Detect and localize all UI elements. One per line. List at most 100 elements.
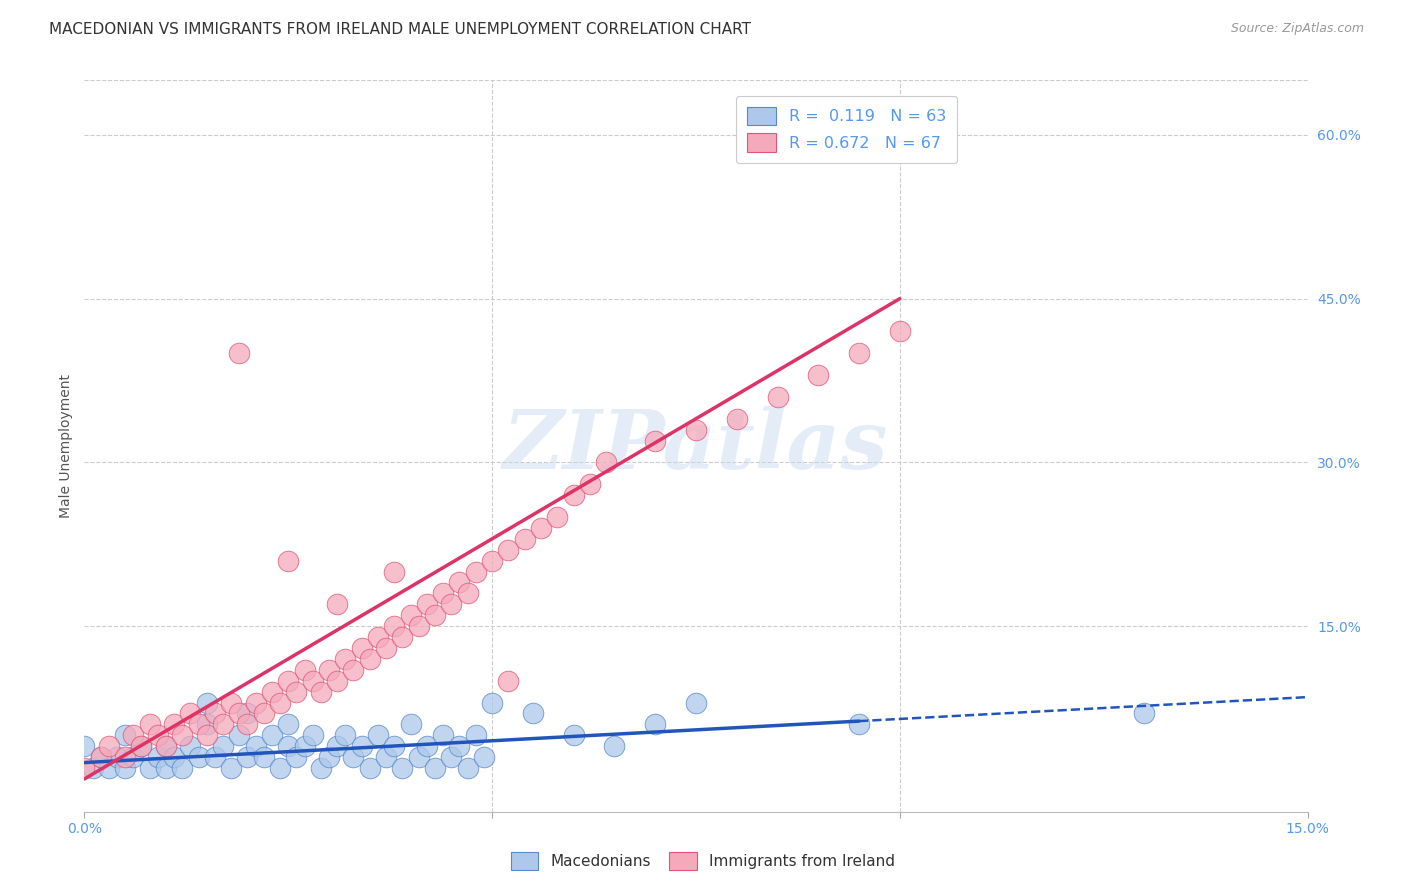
Point xyxy=(391,630,413,644)
Point xyxy=(114,750,136,764)
Point xyxy=(546,510,568,524)
Point xyxy=(457,761,479,775)
Point xyxy=(359,652,381,666)
Point xyxy=(382,739,405,754)
Point xyxy=(391,761,413,775)
Point xyxy=(260,684,283,698)
Legend: Macedonians, Immigrants from Ireland: Macedonians, Immigrants from Ireland xyxy=(503,845,903,877)
Point xyxy=(187,750,209,764)
Point xyxy=(105,750,128,764)
Point xyxy=(73,739,96,754)
Point xyxy=(228,728,250,742)
Point xyxy=(350,640,373,655)
Point xyxy=(114,728,136,742)
Point xyxy=(212,739,235,754)
Point xyxy=(464,565,486,579)
Point xyxy=(530,521,553,535)
Point xyxy=(432,728,454,742)
Point xyxy=(309,684,332,698)
Point xyxy=(603,739,626,754)
Point xyxy=(595,455,617,469)
Point xyxy=(236,717,259,731)
Point xyxy=(236,706,259,721)
Point xyxy=(472,750,495,764)
Point xyxy=(416,597,439,611)
Text: MACEDONIAN VS IMMIGRANTS FROM IRELAND MALE UNEMPLOYMENT CORRELATION CHART: MACEDONIAN VS IMMIGRANTS FROM IRELAND MA… xyxy=(49,22,751,37)
Point xyxy=(513,532,536,546)
Point xyxy=(155,761,177,775)
Point xyxy=(277,717,299,731)
Point xyxy=(301,673,323,688)
Point xyxy=(219,761,242,775)
Point xyxy=(285,684,308,698)
Point xyxy=(277,673,299,688)
Point xyxy=(423,608,446,623)
Point xyxy=(481,696,503,710)
Point xyxy=(481,554,503,568)
Point xyxy=(342,750,364,764)
Point xyxy=(138,717,160,731)
Point xyxy=(848,717,870,731)
Point xyxy=(408,619,430,633)
Point xyxy=(131,739,153,754)
Point xyxy=(440,750,463,764)
Point xyxy=(449,739,471,754)
Point xyxy=(457,586,479,600)
Point xyxy=(326,597,349,611)
Point xyxy=(269,696,291,710)
Point xyxy=(685,423,707,437)
Point xyxy=(326,673,349,688)
Point xyxy=(423,761,446,775)
Point xyxy=(367,728,389,742)
Point xyxy=(399,608,422,623)
Point xyxy=(219,696,242,710)
Point xyxy=(432,586,454,600)
Point xyxy=(122,750,145,764)
Point xyxy=(522,706,544,721)
Point xyxy=(644,717,666,731)
Point xyxy=(375,750,398,764)
Point xyxy=(97,761,120,775)
Point xyxy=(562,488,585,502)
Point xyxy=(342,663,364,677)
Point xyxy=(498,673,520,688)
Point xyxy=(285,750,308,764)
Point xyxy=(725,411,748,425)
Point xyxy=(179,706,201,721)
Point xyxy=(228,706,250,721)
Point xyxy=(163,717,186,731)
Point xyxy=(253,706,276,721)
Point xyxy=(163,750,186,764)
Point xyxy=(294,739,316,754)
Point xyxy=(335,728,357,742)
Point xyxy=(195,717,218,731)
Point xyxy=(138,761,160,775)
Point xyxy=(97,739,120,754)
Point xyxy=(399,717,422,731)
Point xyxy=(359,761,381,775)
Point xyxy=(326,739,349,754)
Point xyxy=(236,750,259,764)
Point xyxy=(245,739,267,754)
Point xyxy=(408,750,430,764)
Point xyxy=(685,696,707,710)
Point xyxy=(807,368,830,382)
Text: Source: ZipAtlas.com: Source: ZipAtlas.com xyxy=(1230,22,1364,36)
Text: ZIPatlas: ZIPatlas xyxy=(503,406,889,486)
Point xyxy=(260,728,283,742)
Point xyxy=(122,728,145,742)
Point xyxy=(187,717,209,731)
Point xyxy=(245,696,267,710)
Point xyxy=(889,324,911,338)
Point xyxy=(146,728,169,742)
Point xyxy=(277,739,299,754)
Point xyxy=(318,663,340,677)
Point xyxy=(228,346,250,360)
Point xyxy=(172,761,194,775)
Point xyxy=(179,739,201,754)
Point xyxy=(350,739,373,754)
Point xyxy=(579,477,602,491)
Point xyxy=(90,750,112,764)
Point xyxy=(155,739,177,754)
Point xyxy=(440,597,463,611)
